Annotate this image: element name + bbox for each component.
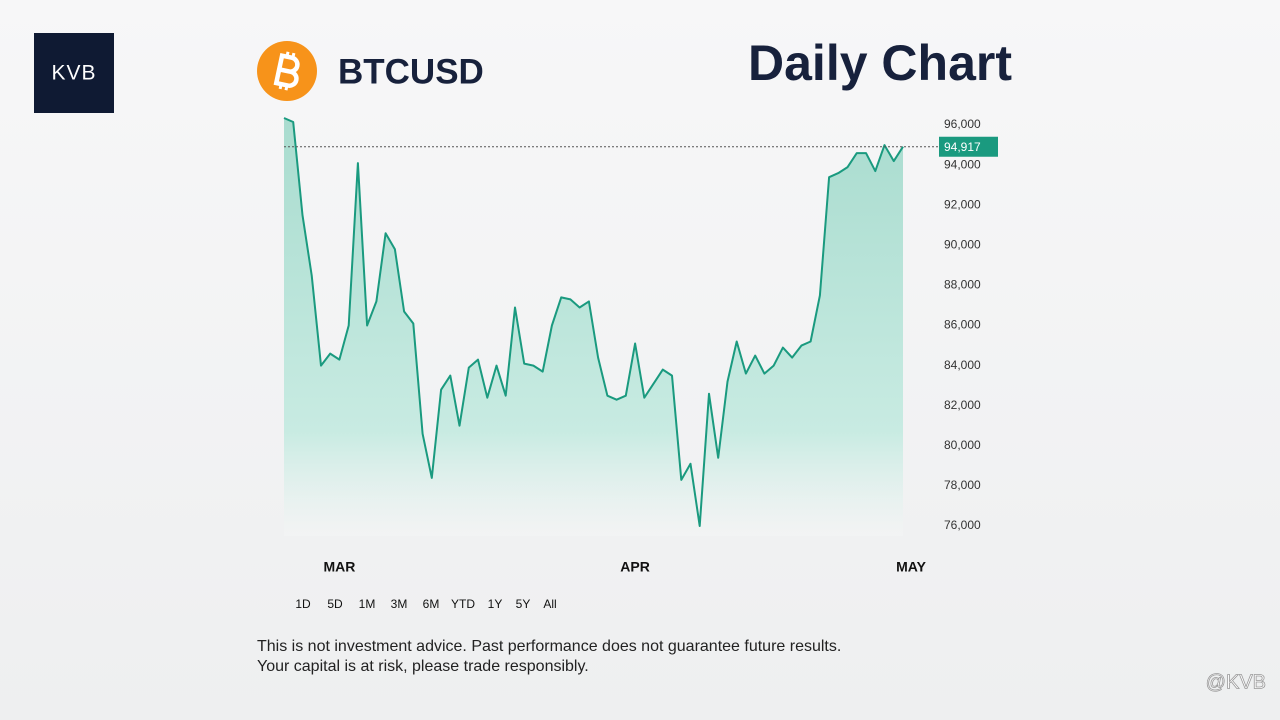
x-tick-label: MAY — [896, 559, 926, 575]
symbol: BTCUSD — [338, 52, 484, 91]
range-button[interactable]: 5Y — [516, 597, 531, 611]
current-price-tag — [939, 136, 998, 157]
y-tick-label: 96,000 — [944, 117, 981, 131]
disclaimer-line: Your capital is at risk, please trade re… — [257, 658, 589, 675]
y-tick-label: 86,000 — [944, 318, 981, 332]
current-price-label: 94,917 — [944, 140, 981, 154]
y-tick-label: 94,000 — [944, 157, 981, 171]
x-tick-label: MAR — [323, 559, 355, 575]
area-fill — [284, 118, 903, 536]
watermark: @KVB — [1206, 671, 1266, 693]
plot: 76,000 78,000 80,000 82,000 84,000 86,000 88,0… — [283, 117, 998, 575]
logo-box — [34, 33, 114, 113]
range-button[interactable]: 5D — [327, 597, 343, 611]
price-line — [283, 117, 904, 527]
y-tick-label: 88,000 — [944, 278, 981, 292]
y-tick-label: 84,000 — [944, 358, 981, 372]
y-tick-label: 80,000 — [944, 438, 981, 452]
logo-text: KVB — [51, 62, 96, 85]
y-tick-label: 82,000 — [944, 398, 981, 412]
chart-title: Daily Chart — [748, 35, 1012, 91]
disclaimer-line: This is not investment advice. Past perf… — [257, 638, 841, 655]
range-button[interactable]: 1M — [359, 597, 376, 611]
y-tick-label: 92,000 — [944, 197, 981, 211]
range-button[interactable]: All — [543, 597, 556, 611]
x-tick-label: APR — [620, 559, 650, 575]
y-tick-label: 76,000 — [944, 518, 981, 532]
range-selector: 1D 5D 1M 3M 6M YTD 1Y 5Y All — [295, 597, 556, 611]
y-tick-label: 90,000 — [944, 237, 981, 251]
range-button[interactable]: YTD — [451, 597, 475, 611]
bitcoin-icon — [257, 41, 317, 101]
y-tick-label: 78,000 — [944, 478, 981, 492]
range-button[interactable]: 1D — [295, 597, 311, 611]
range-button[interactable]: 1Y — [488, 597, 503, 611]
bitcoin-glyph-ticks — [278, 51, 296, 91]
range-button[interactable]: 6M — [423, 597, 440, 611]
range-button[interactable]: 3M — [391, 597, 408, 611]
